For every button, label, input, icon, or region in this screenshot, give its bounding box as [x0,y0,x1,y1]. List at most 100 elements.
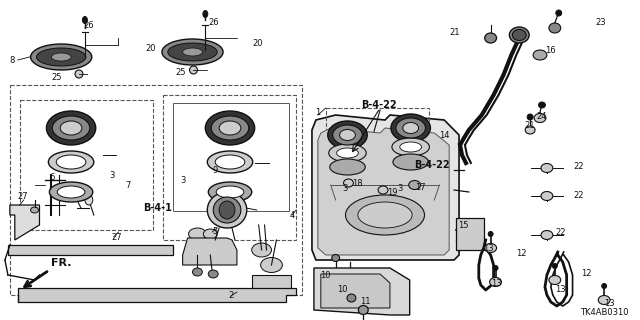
Ellipse shape [509,27,529,43]
Ellipse shape [36,48,86,66]
Ellipse shape [556,10,562,16]
Ellipse shape [213,197,241,223]
Bar [173,103,289,211]
Polygon shape [182,238,237,265]
Ellipse shape [602,284,607,289]
Ellipse shape [329,144,366,162]
Ellipse shape [216,186,244,198]
Text: 26: 26 [84,20,94,29]
Ellipse shape [52,116,90,140]
Text: 21: 21 [450,28,460,36]
Text: FR.: FR. [51,258,72,268]
Bar [10,85,302,295]
Ellipse shape [527,114,533,120]
Text: 24: 24 [537,111,547,121]
Ellipse shape [215,155,245,169]
Ellipse shape [358,202,412,228]
Ellipse shape [49,182,93,202]
Text: 1: 1 [316,108,321,116]
Text: 10: 10 [337,284,348,293]
Polygon shape [312,115,459,260]
Ellipse shape [260,258,282,273]
Polygon shape [8,245,173,255]
Ellipse shape [490,277,502,286]
Ellipse shape [211,116,249,140]
Text: 18: 18 [352,179,363,188]
Ellipse shape [344,179,353,187]
Text: 21: 21 [525,121,536,130]
Ellipse shape [340,130,355,140]
Ellipse shape [541,191,553,201]
Ellipse shape [57,186,85,198]
Ellipse shape [203,11,208,18]
Text: 2: 2 [228,292,234,300]
Ellipse shape [204,229,217,239]
Ellipse shape [400,142,422,152]
Text: 27: 27 [111,233,122,242]
Ellipse shape [207,192,247,228]
Text: 27: 27 [17,191,28,201]
Bar [163,95,296,240]
Ellipse shape [333,125,362,145]
Text: 20: 20 [252,38,263,47]
Ellipse shape [49,151,94,173]
Ellipse shape [328,121,367,149]
Text: 6: 6 [50,172,55,181]
Text: 22: 22 [573,190,584,199]
Ellipse shape [219,201,235,219]
Text: 16: 16 [545,45,556,54]
Ellipse shape [534,114,546,123]
Polygon shape [321,274,390,308]
Ellipse shape [549,276,561,284]
Ellipse shape [219,121,241,135]
Ellipse shape [189,66,197,74]
Text: 19: 19 [387,188,397,196]
Ellipse shape [396,118,426,138]
Ellipse shape [378,186,388,194]
Text: B-4-22: B-4-22 [415,160,450,170]
Ellipse shape [393,154,428,170]
Text: 13: 13 [604,299,614,308]
Text: 3: 3 [397,183,403,193]
Text: 14: 14 [439,131,449,140]
Ellipse shape [346,195,424,235]
Ellipse shape [205,111,255,145]
Ellipse shape [358,306,368,315]
Ellipse shape [513,29,526,41]
Text: 7: 7 [125,180,131,189]
Ellipse shape [533,50,547,60]
Ellipse shape [538,102,545,108]
Polygon shape [456,218,484,250]
Text: 9: 9 [212,165,218,174]
Text: 23: 23 [595,18,605,27]
Ellipse shape [31,44,92,70]
Ellipse shape [392,138,429,156]
Text: 3: 3 [180,175,186,185]
Ellipse shape [75,70,83,78]
Ellipse shape [541,164,553,172]
Text: 8: 8 [9,55,15,65]
Ellipse shape [541,230,553,239]
Ellipse shape [552,263,557,268]
Text: 22: 22 [573,162,584,171]
Ellipse shape [46,111,96,145]
Text: 11: 11 [360,298,371,307]
Ellipse shape [207,151,253,173]
Text: 13: 13 [483,244,494,252]
Text: 25: 25 [175,68,186,76]
Ellipse shape [85,195,93,205]
Text: 10: 10 [321,270,331,279]
Ellipse shape [484,33,497,43]
Ellipse shape [409,180,420,189]
Polygon shape [318,128,449,255]
Ellipse shape [598,295,610,305]
Bar [20,100,153,230]
Ellipse shape [189,228,206,240]
Ellipse shape [332,254,340,261]
Ellipse shape [51,53,71,61]
Text: TK4AB0310: TK4AB0310 [580,308,629,317]
Text: 5: 5 [212,227,218,236]
Ellipse shape [193,268,202,276]
Text: 17: 17 [415,182,426,191]
Ellipse shape [391,114,431,142]
